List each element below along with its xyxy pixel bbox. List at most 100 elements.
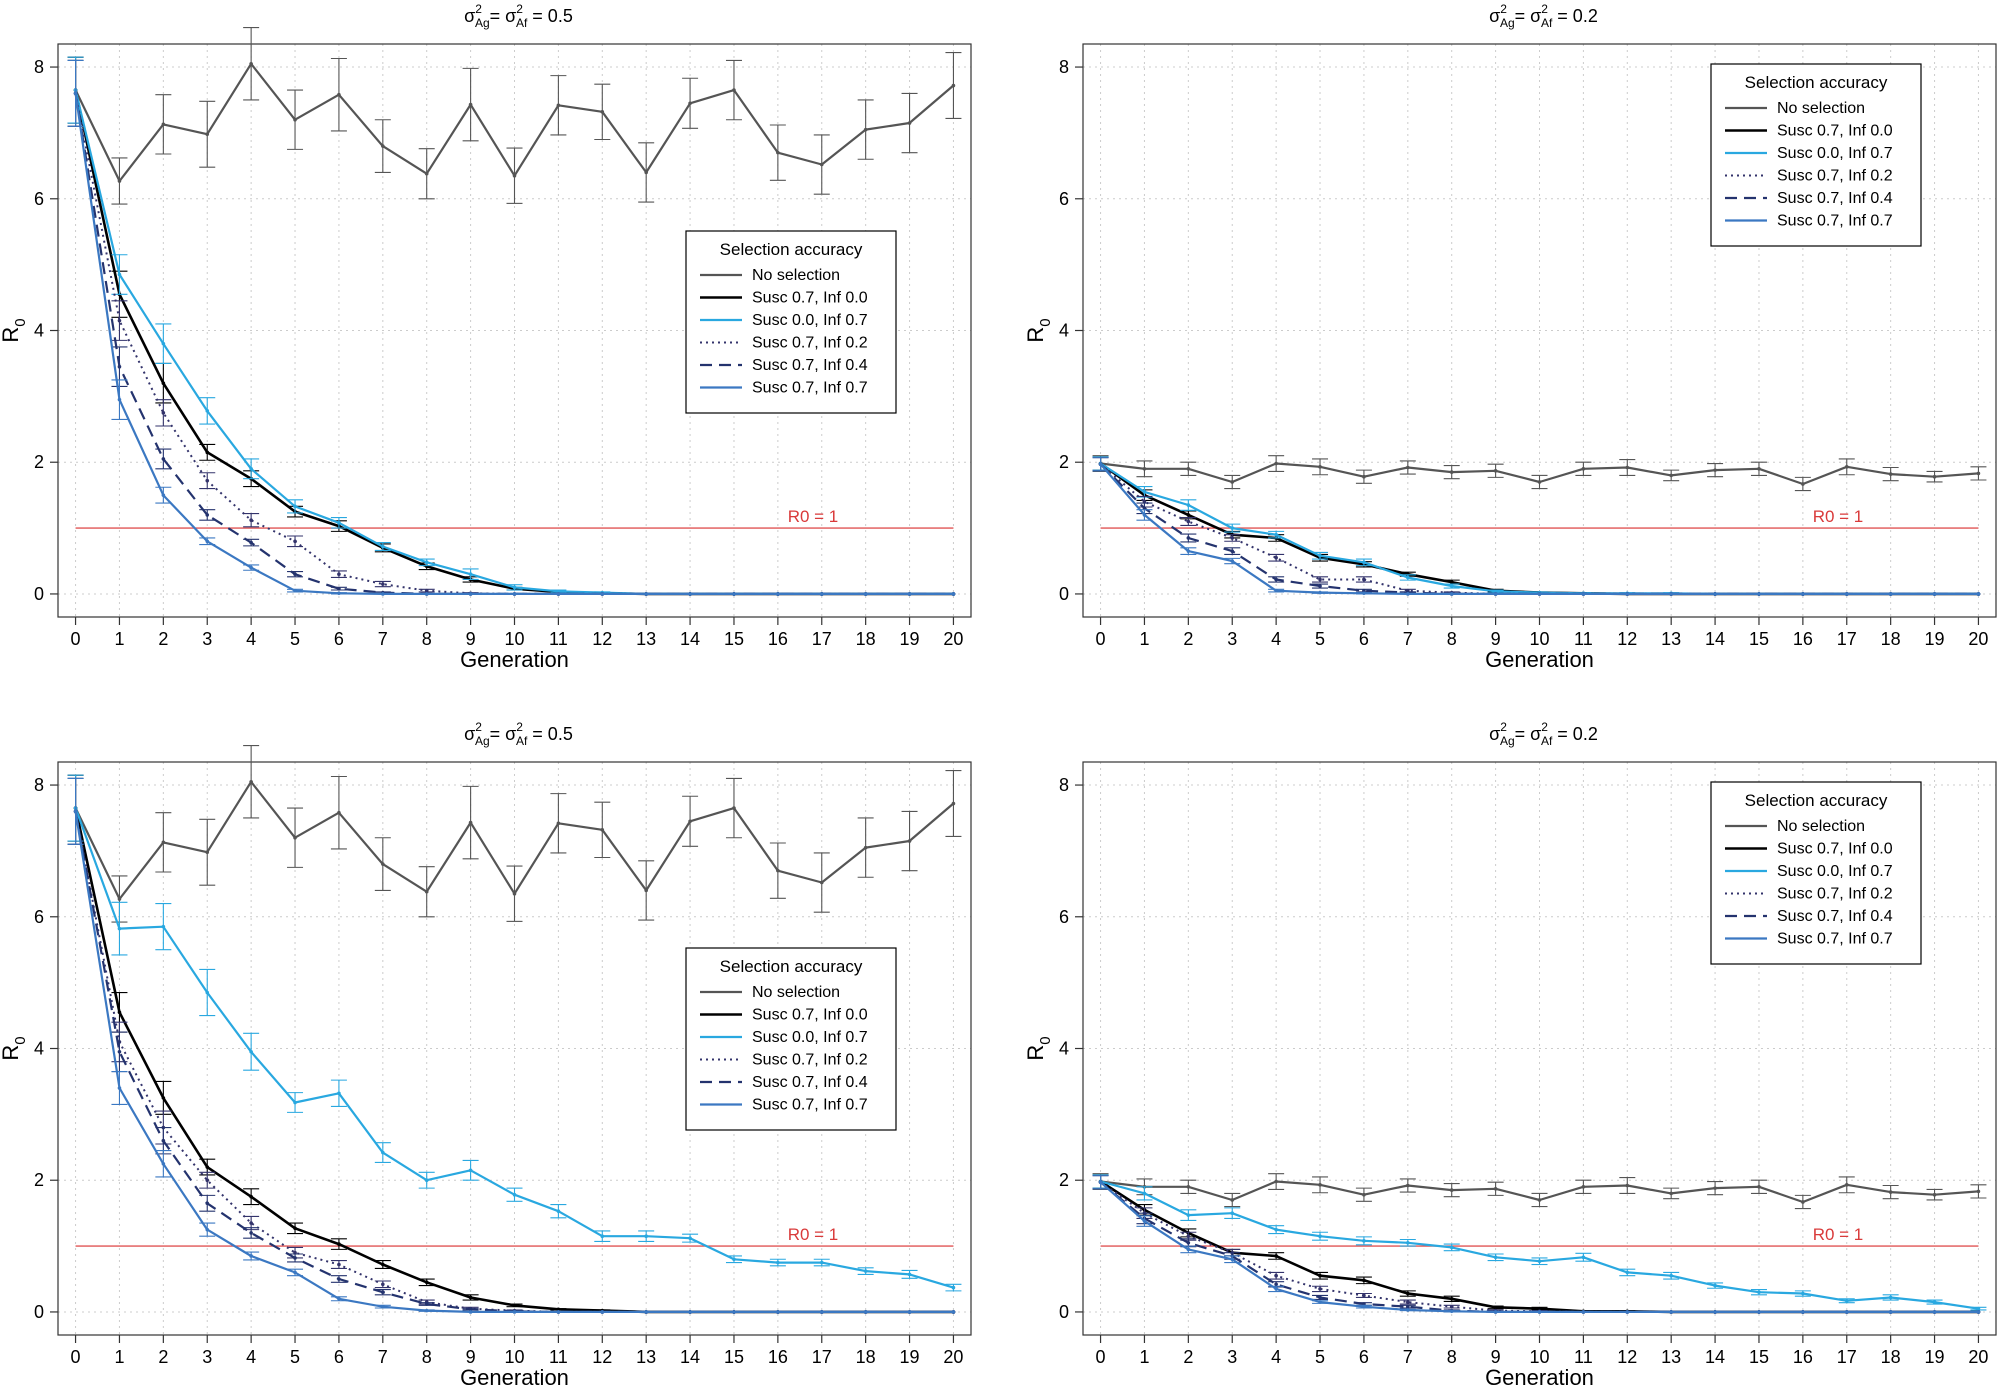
data-point [688, 1310, 692, 1314]
data-point [1537, 1310, 1542, 1314]
data-point [161, 381, 166, 385]
data-point [1757, 467, 1761, 471]
legend-label: Susc 0.7, Inf 0.2 [1777, 168, 1893, 185]
x-tick-label: 9 [466, 629, 476, 649]
x-tick-label: 20 [1968, 1347, 1988, 1367]
data-point [1888, 1190, 1893, 1194]
x-tick-label: 10 [504, 1347, 524, 1367]
chart-title-part: = [1515, 724, 1526, 744]
data-point [1844, 1310, 1849, 1314]
x-tick-label: 11 [1574, 1347, 1593, 1367]
x-tick-label: 17 [812, 629, 832, 649]
data-point [951, 1285, 956, 1290]
data-point [1274, 1179, 1278, 1184]
data-point [293, 572, 297, 576]
data-point [1713, 592, 1717, 596]
data-point [381, 1304, 385, 1309]
y-tick-label: 0 [34, 1302, 44, 1322]
data-point [1449, 584, 1454, 588]
data-point [468, 592, 473, 596]
x-tick-label: 17 [812, 1347, 832, 1367]
data-point [293, 1100, 297, 1105]
data-point [293, 117, 297, 122]
data-point [1625, 465, 1630, 470]
data-point [1932, 592, 1937, 596]
data-point [1186, 513, 1191, 517]
data-point [512, 592, 517, 596]
data-point [1976, 1310, 1981, 1314]
x-tick-label: 6 [1359, 629, 1369, 649]
data-point [1801, 1291, 1805, 1296]
data-point [1581, 1310, 1586, 1314]
data-point [1888, 472, 1893, 476]
data-point [161, 1096, 166, 1100]
data-point [600, 1310, 605, 1314]
data-point [1274, 588, 1278, 593]
legend-title: Selection accuracy [1745, 791, 1888, 810]
series-susc07_inf02 [1092, 457, 1981, 596]
data-point [1186, 1247, 1191, 1252]
data-point [1318, 584, 1322, 588]
data-point [1406, 1240, 1410, 1245]
x-tick-label: 20 [943, 629, 963, 649]
data-point [1581, 592, 1586, 596]
legend-label: No selection [1777, 100, 1865, 117]
data-point [1449, 1296, 1454, 1301]
data-point [1801, 592, 1805, 596]
data-point [556, 821, 561, 826]
data-point [1757, 1290, 1761, 1294]
data-point [951, 83, 956, 88]
chart-panel-2: σ2 Ag= σ2 Af = 0.20 1 2 3 4 5 6 7 8 9 10 11 12 13 14 15 16… [1023, 2, 1997, 672]
data-point [1669, 1191, 1673, 1196]
data-point [117, 272, 122, 277]
data-point [819, 880, 824, 885]
x-tick-label: 8 [422, 629, 432, 649]
data-point [381, 1282, 385, 1287]
x-tick-label: 0 [71, 1347, 81, 1367]
y-tick-label: 2 [1059, 1170, 1069, 1190]
data-point [73, 809, 78, 814]
x-tick-label: 18 [1881, 1347, 1901, 1367]
legend-label: Susc 0.7, Inf 0.2 [1777, 886, 1893, 903]
data-point [951, 801, 956, 806]
legend-label: No selection [752, 267, 840, 284]
x-tick-label: 4 [246, 629, 256, 649]
series-susc07_inf04 [1092, 1175, 1981, 1314]
legend-label: Susc 0.7, Inf 0.0 [1777, 123, 1893, 140]
data-point [1318, 553, 1322, 558]
data-point [907, 592, 912, 596]
legend-label: Susc 0.0, Inf 0.7 [752, 312, 868, 329]
data-point [600, 828, 605, 832]
data-point [293, 539, 297, 544]
data-point [1230, 1257, 1235, 1262]
x-tick-label: 19 [900, 1347, 920, 1367]
data-point [1406, 575, 1410, 580]
data-point [468, 820, 473, 825]
y-tick-label: 0 [1059, 1302, 1069, 1322]
data-point [1318, 1295, 1322, 1300]
y-axis-label: R0 [1023, 1036, 1054, 1060]
x-tick-label: 16 [768, 1347, 788, 1367]
data-point [1449, 1245, 1454, 1250]
data-point [1493, 592, 1498, 596]
data-point [1449, 1309, 1454, 1314]
data-point [732, 1310, 736, 1314]
data-point [1230, 559, 1235, 563]
data-point [1142, 1191, 1147, 1196]
data-point [1449, 580, 1454, 584]
legend-label: Susc 0.7, Inf 0.0 [752, 1007, 868, 1024]
data-point [424, 889, 429, 894]
data-point [556, 592, 561, 596]
data-point [205, 1227, 210, 1232]
data-point [1932, 1300, 1937, 1304]
data-point [205, 132, 210, 137]
data-point [249, 565, 253, 570]
chart-title-part: = [490, 6, 501, 26]
x-tick-label: 13 [1661, 1347, 1681, 1367]
data-point [1274, 1227, 1278, 1232]
legend: Selection accuracy No selection Susc 0.7, … [685, 230, 897, 414]
x-tick-label: 7 [1403, 1347, 1413, 1367]
chart-panel-1: σ2 Ag= σ2 Af = 0.50 1 2 3 4 5 6 7 8 9 10 11 12 13 14 15 16… [0, 2, 972, 672]
x-tick-label: 7 [378, 1347, 388, 1367]
